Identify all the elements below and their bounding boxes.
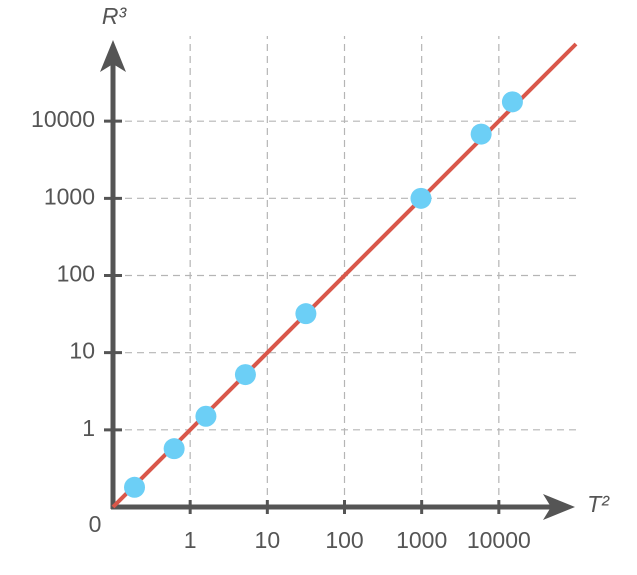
x-axis-arrow [543, 494, 575, 520]
y-tick-label: 1000 [44, 183, 95, 209]
origin-label: 0 [89, 511, 102, 537]
x-tick-label: 100 [325, 527, 363, 553]
data-point [124, 476, 146, 498]
x-axis-label: T² [587, 491, 610, 517]
data-point [195, 405, 217, 427]
data-point [410, 187, 432, 209]
data-point [501, 91, 523, 113]
trend-line [111, 42, 578, 509]
y-tick-label: 10000 [31, 106, 95, 132]
x-tick-label: 1000 [396, 527, 447, 553]
data-point [163, 438, 185, 460]
y-tick-label: 1 [82, 415, 95, 441]
y-axis-label: R³ [102, 3, 128, 29]
y-axis-arrow [100, 40, 126, 72]
y-tick-label: 10 [69, 338, 95, 364]
x-tick-label: 10000 [467, 527, 531, 553]
x-tick-label: 10 [255, 527, 281, 553]
data-point [470, 123, 492, 145]
x-tick-label: 1 [184, 527, 197, 553]
y-tick-label: 100 [57, 261, 95, 287]
data-point [295, 303, 317, 325]
data-point [234, 364, 256, 386]
